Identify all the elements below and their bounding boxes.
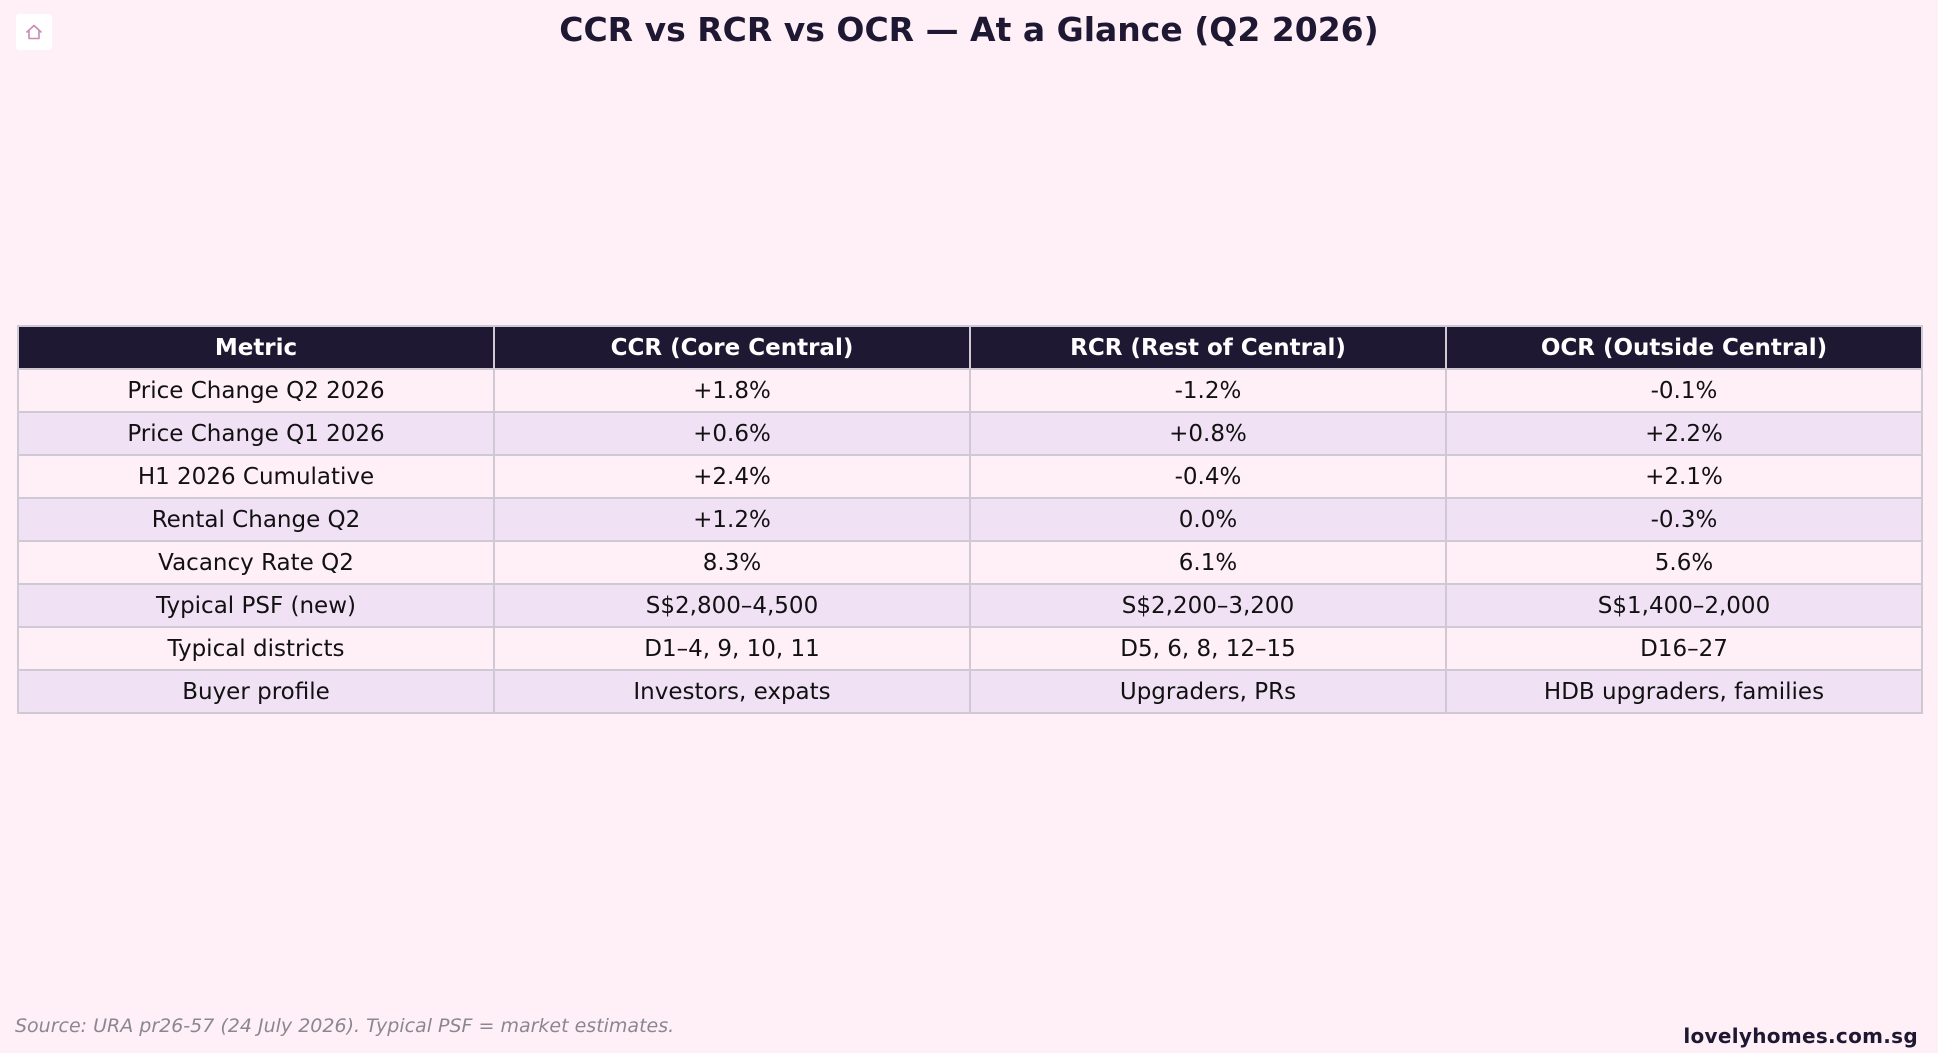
table-cell: -0.3% [1445,497,1923,542]
table-cell: S$1,400–2,000 [1445,583,1923,628]
table-cell: -1.2% [969,368,1447,413]
table-cell: D1–4, 9, 10, 11 [493,626,971,671]
table-cell: 0.0% [969,497,1447,542]
table-cell: 5.6% [1445,540,1923,585]
logo [16,14,52,50]
table-cell: +2.2% [1445,411,1923,456]
table-row: Rental Change Q2 +1.2% 0.0% -0.3% [17,497,1923,542]
metric-label-cell: Buyer profile [17,669,495,714]
metric-label-cell: Vacancy Rate Q2 [17,540,495,585]
table-body: Price Change Q2 2026 +1.8% -1.2% -0.1% Price… [17,368,1923,714]
table-row: Typical PSF (new) S$2,800–4,500 S$2,200–3,… [17,583,1923,628]
table-row: Price Change Q1 2026 +0.6% +0.8% +2.2% [17,411,1923,456]
column-header: OCR (Outside Central) [1445,325,1923,370]
table-cell: +0.6% [493,411,971,456]
metric-label-cell: Typical districts [17,626,495,671]
table-row: Typical districts D1–4, 9, 10, 11 D5, 6, 8… [17,626,1923,671]
metric-label-cell: Price Change Q2 2026 [17,368,495,413]
column-header: Metric [17,325,495,370]
table-cell: +1.2% [493,497,971,542]
table-cell: HDB upgraders, families [1445,669,1923,714]
home-icon [25,23,43,41]
table-cell: -0.4% [969,454,1447,499]
metric-label-cell: H1 2026 Cumulative [17,454,495,499]
table-cell: -0.1% [1445,368,1923,413]
comparison-table: Metric CCR (Core Central) RCR (Rest of C… [17,325,1923,714]
column-header: RCR (Rest of Central) [969,325,1447,370]
table-cell: 6.1% [969,540,1447,585]
table-cell: +2.1% [1445,454,1923,499]
table-cell: +0.8% [969,411,1447,456]
table-cell: +2.4% [493,454,971,499]
table-row: H1 2026 Cumulative +2.4% -0.4% +2.1% [17,454,1923,499]
brand-watermark: lovelyhomes.com.sg [1683,1024,1918,1048]
table-cell: Upgraders, PRs [969,669,1447,714]
table-header-row: Metric CCR (Core Central) RCR (Rest of C… [17,325,1923,370]
table-cell: D16–27 [1445,626,1923,671]
table-cell: Investors, expats [493,669,971,714]
table-cell: D5, 6, 8, 12–15 [969,626,1447,671]
comparison-table-container: Metric CCR (Core Central) RCR (Rest of C… [17,325,1923,714]
table-row: Vacancy Rate Q2 8.3% 6.1% 5.6% [17,540,1923,585]
table-row: Buyer profile Investors, expats Upgraders,… [17,669,1923,714]
column-header: CCR (Core Central) [493,325,971,370]
source-note: Source: URA pr26-57 (24 July 2026). Typi… [15,1015,675,1037]
metric-label-cell: Typical PSF (new) [17,583,495,628]
metric-label-cell: Rental Change Q2 [17,497,495,542]
table-cell: 8.3% [493,540,971,585]
chart-title: CCR vs RCR vs OCR — At a Glance (Q2 2026… [559,10,1379,49]
metric-label-cell: Price Change Q1 2026 [17,411,495,456]
table-cell: +1.8% [493,368,971,413]
table-cell: S$2,800–4,500 [493,583,971,628]
table-row: Price Change Q2 2026 +1.8% -1.2% -0.1% [17,368,1923,413]
table-cell: S$2,200–3,200 [969,583,1447,628]
